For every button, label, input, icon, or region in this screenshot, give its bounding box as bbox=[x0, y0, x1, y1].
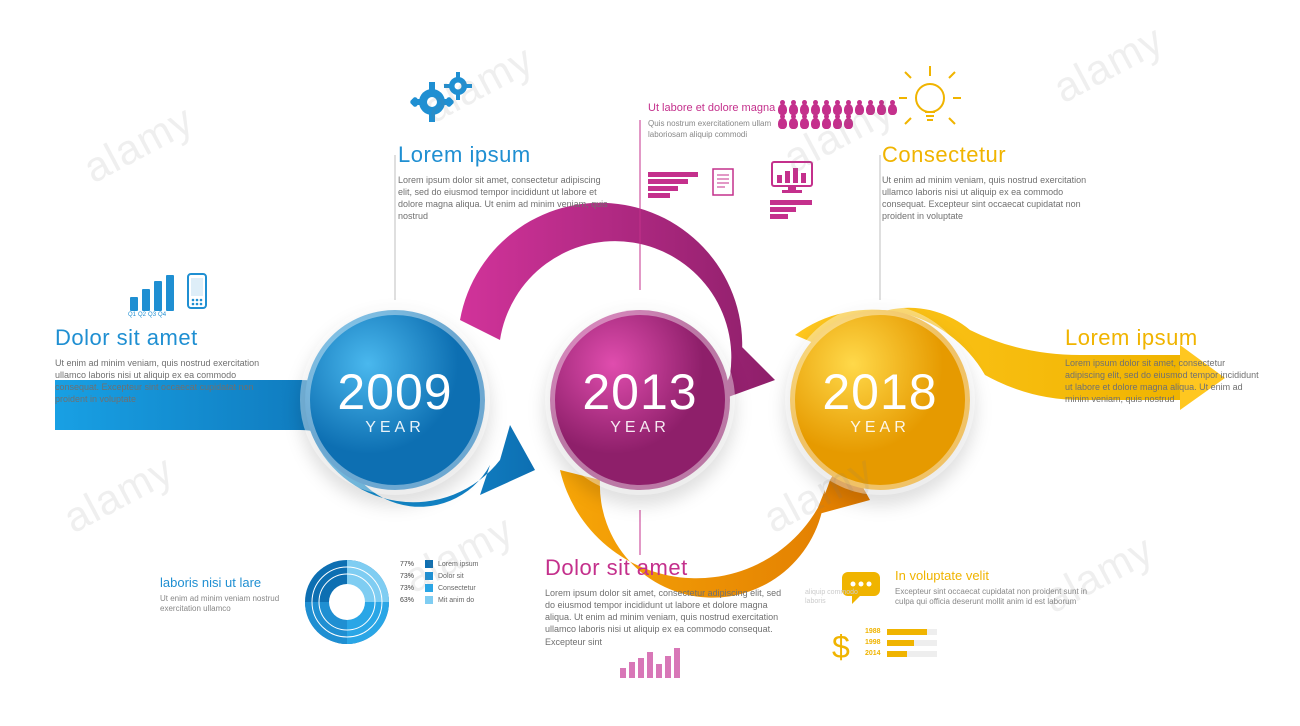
body-bottom-center: Lorem ipsum dolor sit amet, consectetur … bbox=[545, 587, 785, 648]
people-icons bbox=[778, 104, 898, 129]
legend-2: 73%Dolor sit bbox=[400, 572, 478, 580]
q3: Q3 bbox=[148, 312, 156, 318]
magenta-callout-body: Quis nostrum exercitationem ullam labori… bbox=[648, 119, 778, 140]
donut-chart bbox=[300, 555, 395, 650]
gears-icon bbox=[410, 70, 480, 130]
magenta-monitor-bars bbox=[770, 200, 812, 219]
body-top-left: Lorem ipsum dolor sit amet, consectetur … bbox=[398, 174, 608, 223]
legend-3: 73%Consectetur bbox=[400, 584, 478, 592]
body-mid-right: Lorem ipsum dolor sit amet, consectetur … bbox=[1065, 357, 1265, 406]
heading-mid-right: Lorem ipsum bbox=[1065, 325, 1265, 351]
stat-2: 1998 bbox=[865, 639, 937, 646]
stat-1: 1988 bbox=[865, 628, 937, 635]
yellow-heading: In voluptate velit bbox=[895, 568, 1095, 583]
year-label-2018: YEAR bbox=[850, 419, 910, 437]
year-node-2009: 2009 YEAR bbox=[305, 310, 485, 490]
mini-bar-labels: Q1 Q2 Q3 Q4 bbox=[128, 312, 166, 318]
infographic-canvas: 2009 YEAR 2013 YEAR 2018 YEAR Lorem ipsu… bbox=[0, 0, 1300, 726]
document-icon bbox=[712, 168, 734, 196]
magenta-hbars bbox=[648, 172, 698, 198]
phone-icon bbox=[185, 272, 209, 312]
stat-3: 2014 bbox=[865, 650, 937, 657]
year-node-2013: 2013 YEAR bbox=[550, 310, 730, 490]
magenta-callout-heading: Ut labore et dolore magna bbox=[648, 102, 778, 115]
heading-top-right: Consectetur bbox=[882, 142, 1102, 168]
donut-body: Ut enim ad minim veniam nostrud exercita… bbox=[160, 594, 290, 615]
yellow-stats: 1988 1998 2014 bbox=[865, 628, 937, 661]
legend-1: 77%Lorem ipsum bbox=[400, 560, 478, 568]
magenta-small-bars bbox=[620, 648, 680, 678]
block-top-left: Lorem ipsum Lorem ipsum dolor sit amet, … bbox=[398, 142, 608, 223]
heading-top-left: Lorem ipsum bbox=[398, 142, 608, 168]
donut-legend: 77%Lorem ipsum 73%Dolor sit 73%Consectet… bbox=[400, 560, 478, 604]
svg-text:$: $ bbox=[832, 629, 850, 665]
block-bottom-center: Dolor sit amet Lorem ipsum dolor sit ame… bbox=[545, 555, 785, 648]
yellow-side-text: aliquip commodo laboris bbox=[805, 588, 865, 606]
q1: Q1 bbox=[128, 312, 136, 318]
body-top-right: Ut enim ad minim veniam, quis nostrud ex… bbox=[882, 174, 1102, 223]
heading-mid-left: Dolor sit amet bbox=[55, 325, 265, 351]
q4: Q4 bbox=[158, 312, 166, 318]
year-2013: 2013 bbox=[582, 363, 697, 421]
legend-4: 63%Mit anim do bbox=[400, 596, 478, 604]
lightbulb-icon bbox=[895, 60, 965, 130]
dollar-icon: $ bbox=[828, 628, 858, 668]
body-mid-left: Ut enim ad minim veniam, quis nostrud ex… bbox=[55, 357, 265, 406]
mini-bar-chart bbox=[130, 275, 174, 311]
block-top-right: Consectetur Ut enim ad minim veniam, qui… bbox=[882, 142, 1102, 223]
donut-heading: laboris nisi ut lare bbox=[160, 575, 290, 590]
year-node-2018: 2018 YEAR bbox=[790, 310, 970, 490]
heading-bottom-center: Dolor sit amet bbox=[545, 555, 785, 581]
monitor-icon bbox=[770, 160, 814, 196]
q2: Q2 bbox=[138, 312, 146, 318]
donut-block: laboris nisi ut lare Ut enim ad minim ve… bbox=[160, 575, 290, 615]
block-mid-right: Lorem ipsum Lorem ipsum dolor sit amet, … bbox=[1065, 325, 1265, 406]
year-label-2009: YEAR bbox=[365, 419, 425, 437]
block-mid-left: Dolor sit amet Ut enim ad minim veniam, … bbox=[55, 325, 265, 406]
yellow-block: In voluptate velit Excepteur sint occaec… bbox=[895, 568, 1095, 608]
year-2009: 2009 bbox=[337, 363, 452, 421]
yellow-body: Excepteur sint occaecat cupidatat non pr… bbox=[895, 587, 1095, 608]
magenta-callout: Ut labore et dolore magna Quis nostrum e… bbox=[648, 102, 778, 140]
year-label-2013: YEAR bbox=[610, 419, 670, 437]
year-2018: 2018 bbox=[822, 363, 937, 421]
